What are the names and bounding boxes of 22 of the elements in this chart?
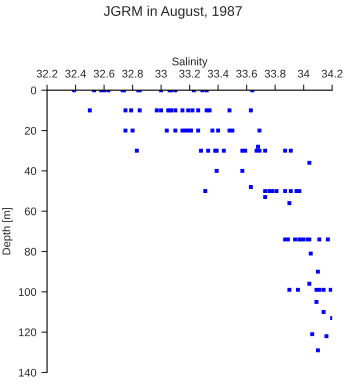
y-axis-title: Depth [m] bbox=[2, 208, 13, 255]
x-tick-label: 33.6 bbox=[236, 70, 257, 78]
y-tick-label: 20 bbox=[24, 126, 36, 135]
x-tick-label: 32.4 bbox=[65, 70, 86, 78]
x-tick-label: 34.2 bbox=[322, 70, 342, 78]
y-tick-label: 60 bbox=[24, 207, 36, 216]
y-tick-label: 120 bbox=[18, 328, 36, 336]
x-tick-label: 32.2 bbox=[36, 70, 58, 78]
y-tick-label: 140 bbox=[18, 368, 36, 377]
x-tick-label: 33 bbox=[155, 70, 167, 78]
x-tick-label: 32.8 bbox=[122, 70, 143, 78]
y-tick-label: 100 bbox=[18, 288, 36, 296]
x-axis-title: Salinity bbox=[172, 57, 208, 68]
y-tick-label: 80 bbox=[24, 248, 36, 256]
y-tick-label: 40 bbox=[24, 167, 36, 176]
chart-title: JGRM in August, 1987 bbox=[104, 6, 242, 19]
x-tick-label: 34 bbox=[298, 70, 310, 78]
x-tick-label: 32.6 bbox=[94, 70, 114, 78]
x-tick-label: 33.8 bbox=[264, 70, 286, 78]
x-tick-label: 33.2 bbox=[179, 70, 200, 78]
y-tick-label: 0 bbox=[30, 86, 36, 94]
x-tick-label: 33.4 bbox=[208, 70, 229, 78]
